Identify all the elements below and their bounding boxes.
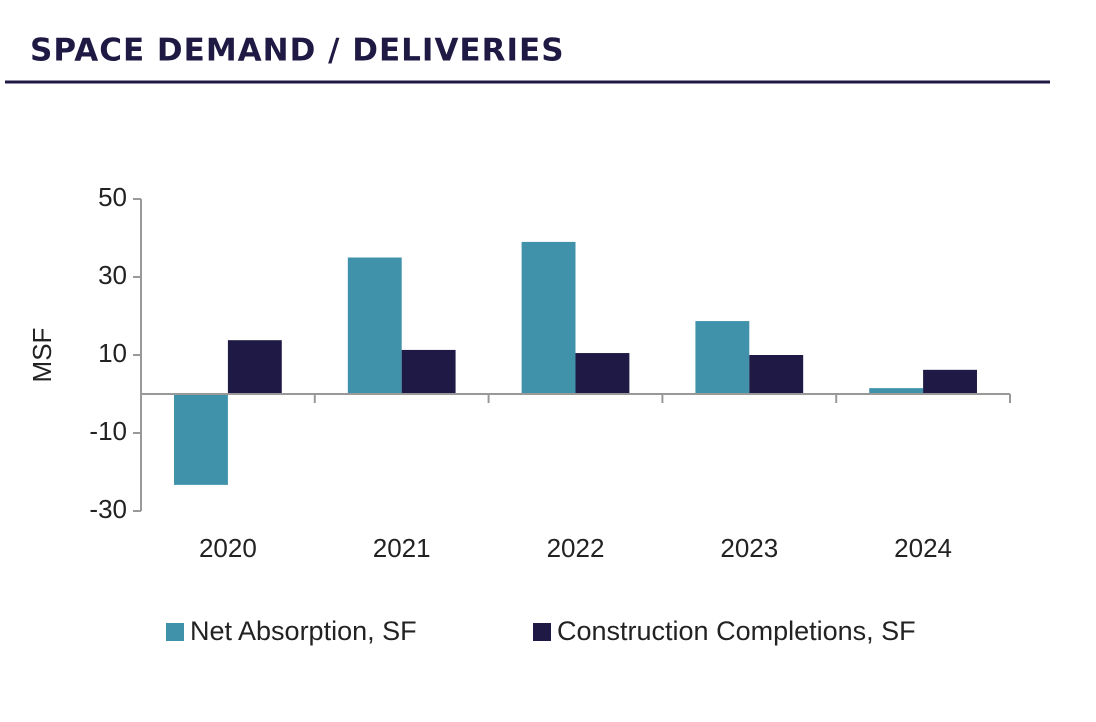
y-tick-label: 10 (98, 338, 127, 368)
y-tick-label: 50 (98, 182, 127, 212)
bar (695, 321, 750, 394)
y-tick-label: -10 (89, 416, 127, 446)
y-tick-label: 30 (98, 260, 127, 290)
bar (347, 257, 402, 394)
x-tick-label: 2020 (199, 533, 257, 563)
bar (923, 369, 977, 394)
chart-title: SPACE DEMAND / DELIVERIES (30, 33, 565, 69)
x-tick-label: 2023 (720, 533, 778, 563)
bar (575, 353, 630, 394)
bar (174, 394, 228, 485)
bar (869, 388, 924, 394)
legend-swatch (533, 623, 551, 641)
bar (749, 355, 804, 394)
x-tick-label: 2024 (894, 533, 952, 563)
bar (401, 349, 456, 394)
bar (227, 340, 282, 394)
y-tick-label: -30 (89, 494, 127, 524)
bar (521, 241, 576, 394)
legend-swatch (166, 623, 184, 641)
legend-label: Construction Completions, SF (557, 616, 916, 646)
y-axis-label: MSF (27, 328, 57, 383)
legend-label: Net Absorption, SF (190, 616, 417, 646)
x-tick-label: 2021 (373, 533, 431, 563)
x-tick-label: 2022 (547, 533, 605, 563)
